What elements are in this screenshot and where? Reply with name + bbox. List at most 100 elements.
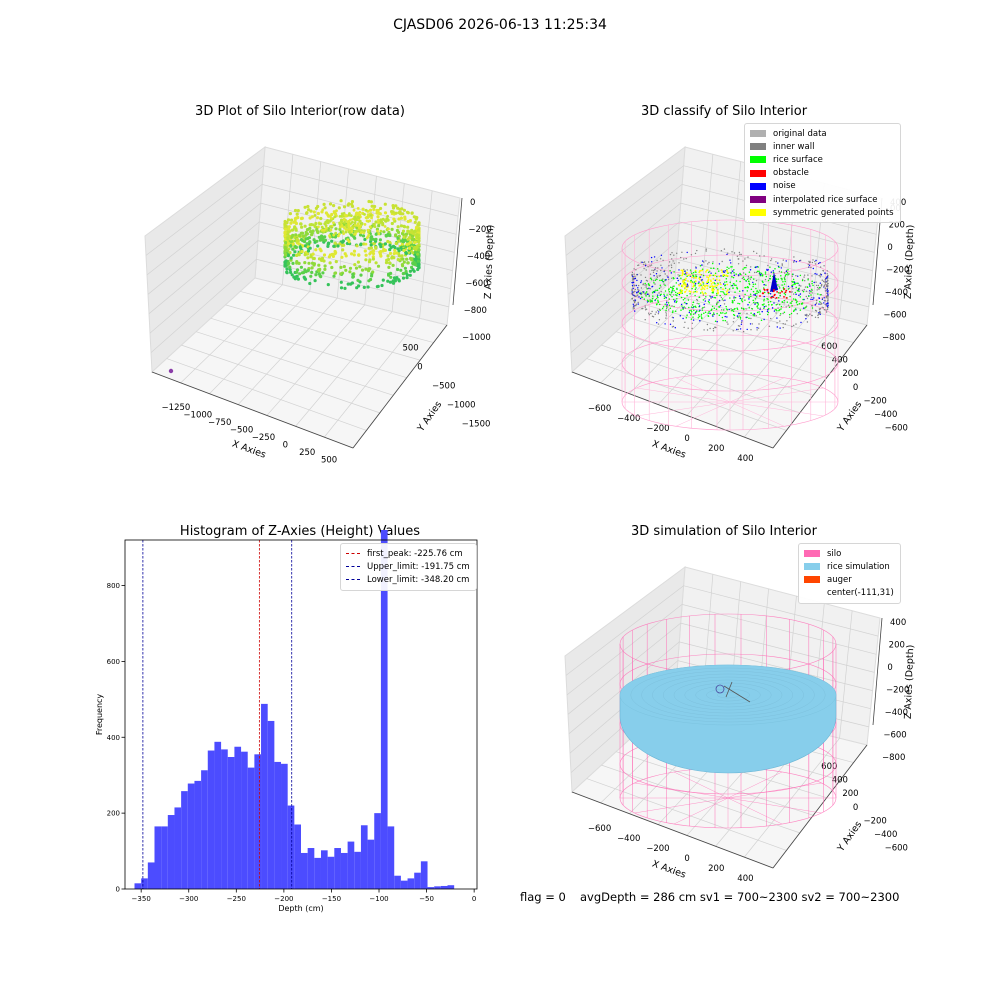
rice-surface-point: [671, 289, 674, 292]
histogram-bar: [447, 885, 455, 889]
raw-data-point: [333, 271, 338, 275]
rice-surface-point: [802, 290, 805, 293]
p2-grid: [630, 317, 827, 379]
classified-wall-point: [712, 327, 715, 330]
raw-data-point: [383, 248, 387, 252]
classified-wall-point: [672, 285, 674, 288]
raw-data-point: [309, 274, 313, 278]
classified-wall-point: [823, 285, 825, 288]
rice-surface-point: [655, 303, 658, 306]
classified-wall-point: [733, 296, 735, 298]
classified-wall-point: [737, 328, 739, 331]
rice-surface-point: [685, 316, 688, 319]
rice-surface-point: [741, 297, 743, 300]
classified-wall-point: [682, 317, 684, 320]
p4-z-axis-line: [872, 617, 883, 726]
panel4-legend: silo rice simulation auger center(-111,31): [798, 543, 901, 604]
raw-data-point: [388, 280, 393, 284]
classified-wall-point: [797, 275, 799, 277]
rice-surface-point: [734, 296, 737, 299]
classified-wall-point: [634, 299, 637, 301]
raw-data-point: [329, 214, 332, 218]
raw-data-point: [364, 216, 368, 220]
rice-surface-point: [766, 313, 769, 316]
classified-wall-point: [637, 287, 639, 289]
rice-surface-point: [734, 284, 736, 287]
rice-surface-point: [748, 298, 750, 300]
raw-data-point: [348, 231, 352, 234]
classified-wall-point: [721, 260, 723, 263]
raw-data-point: [384, 233, 388, 237]
classified-wall-point: [633, 268, 635, 270]
rice-surface-point: [668, 288, 670, 290]
raw-data-point: [367, 230, 370, 234]
p4-z-tick-label: 0: [887, 663, 892, 673]
classified-wall-point: [805, 315, 808, 317]
y-tick-label: 400: [107, 734, 120, 742]
raw-data-point: [350, 202, 354, 206]
symmetric-point: [709, 285, 712, 288]
classified-wall-point: [646, 280, 649, 282]
p2-y-tick-label: 200: [842, 369, 858, 379]
classified-wall-point: [703, 306, 706, 308]
symmetric-point: [711, 285, 714, 287]
classified-wall-point: [644, 319, 646, 321]
classified-wall-point: [819, 311, 821, 313]
rice-surface-point: [711, 262, 714, 265]
rice-surface-point: [728, 288, 731, 290]
raw-data-point: [288, 212, 292, 216]
raw-data-point: [359, 229, 363, 232]
raw-data-point: [363, 249, 367, 253]
classified-wall-point: [827, 302, 829, 304]
raw-data-point: [333, 241, 337, 245]
raw-data-point: [358, 219, 362, 223]
symmetric-point: [686, 286, 689, 289]
obstacle-point: [767, 291, 770, 294]
rice-surface-point: [666, 304, 668, 306]
classified-wall-point: [792, 293, 795, 295]
raw-data-point: [319, 222, 323, 226]
legend-item: original data: [750, 127, 894, 140]
legend-label: inner wall: [773, 141, 815, 152]
rice-surface-point: [657, 296, 659, 299]
raw-data-point: [323, 206, 327, 210]
classified-wall-point: [826, 292, 828, 294]
classified-wall-point: [804, 286, 807, 288]
classified-wall-point: [654, 269, 656, 271]
rice-surface-point: [810, 294, 812, 296]
classified-wall-point: [827, 274, 829, 277]
raw-data-point: [355, 244, 359, 248]
rice-surface-point: [677, 279, 679, 282]
symmetric-point: [706, 284, 709, 287]
raw-data-point: [299, 265, 303, 269]
raw-data-point: [316, 216, 319, 220]
rice-surface-point: [730, 266, 732, 268]
histogram-axes-frame: [124, 539, 478, 890]
p1-grid: [148, 221, 453, 314]
classified-wall-point: [651, 261, 653, 263]
legend-swatch: [750, 130, 766, 138]
legend-label: noise: [773, 181, 796, 192]
classified-wall-point: [820, 284, 823, 286]
classified-wall-point: [633, 307, 635, 309]
rice-surface-point: [716, 292, 718, 295]
rice-surface-point: [793, 309, 795, 311]
legend-label: interpolated rice surface: [773, 194, 878, 205]
silo-wireframe-spoke: [729, 401, 824, 417]
histogram-bar: [221, 749, 228, 889]
rice-surface-point: [690, 310, 693, 313]
classified-wall-point: [808, 264, 811, 266]
raw-data-point: [283, 249, 287, 253]
rice-surface-point: [707, 312, 709, 314]
symmetric-point: [703, 284, 706, 287]
rice-surface-point: [708, 302, 711, 304]
raw-data-point: [313, 279, 317, 283]
rice-surface-point: [752, 285, 754, 288]
symmetric-point: [705, 292, 707, 295]
panel3-title: Histogram of Z-Axies (Height) Values: [179, 524, 421, 539]
raw-data-point: [391, 279, 395, 283]
raw-data-point: [287, 227, 291, 231]
rice-surface-point: [775, 304, 778, 306]
classified-wall-point: [727, 323, 729, 325]
classified-wall-point: [644, 276, 647, 279]
